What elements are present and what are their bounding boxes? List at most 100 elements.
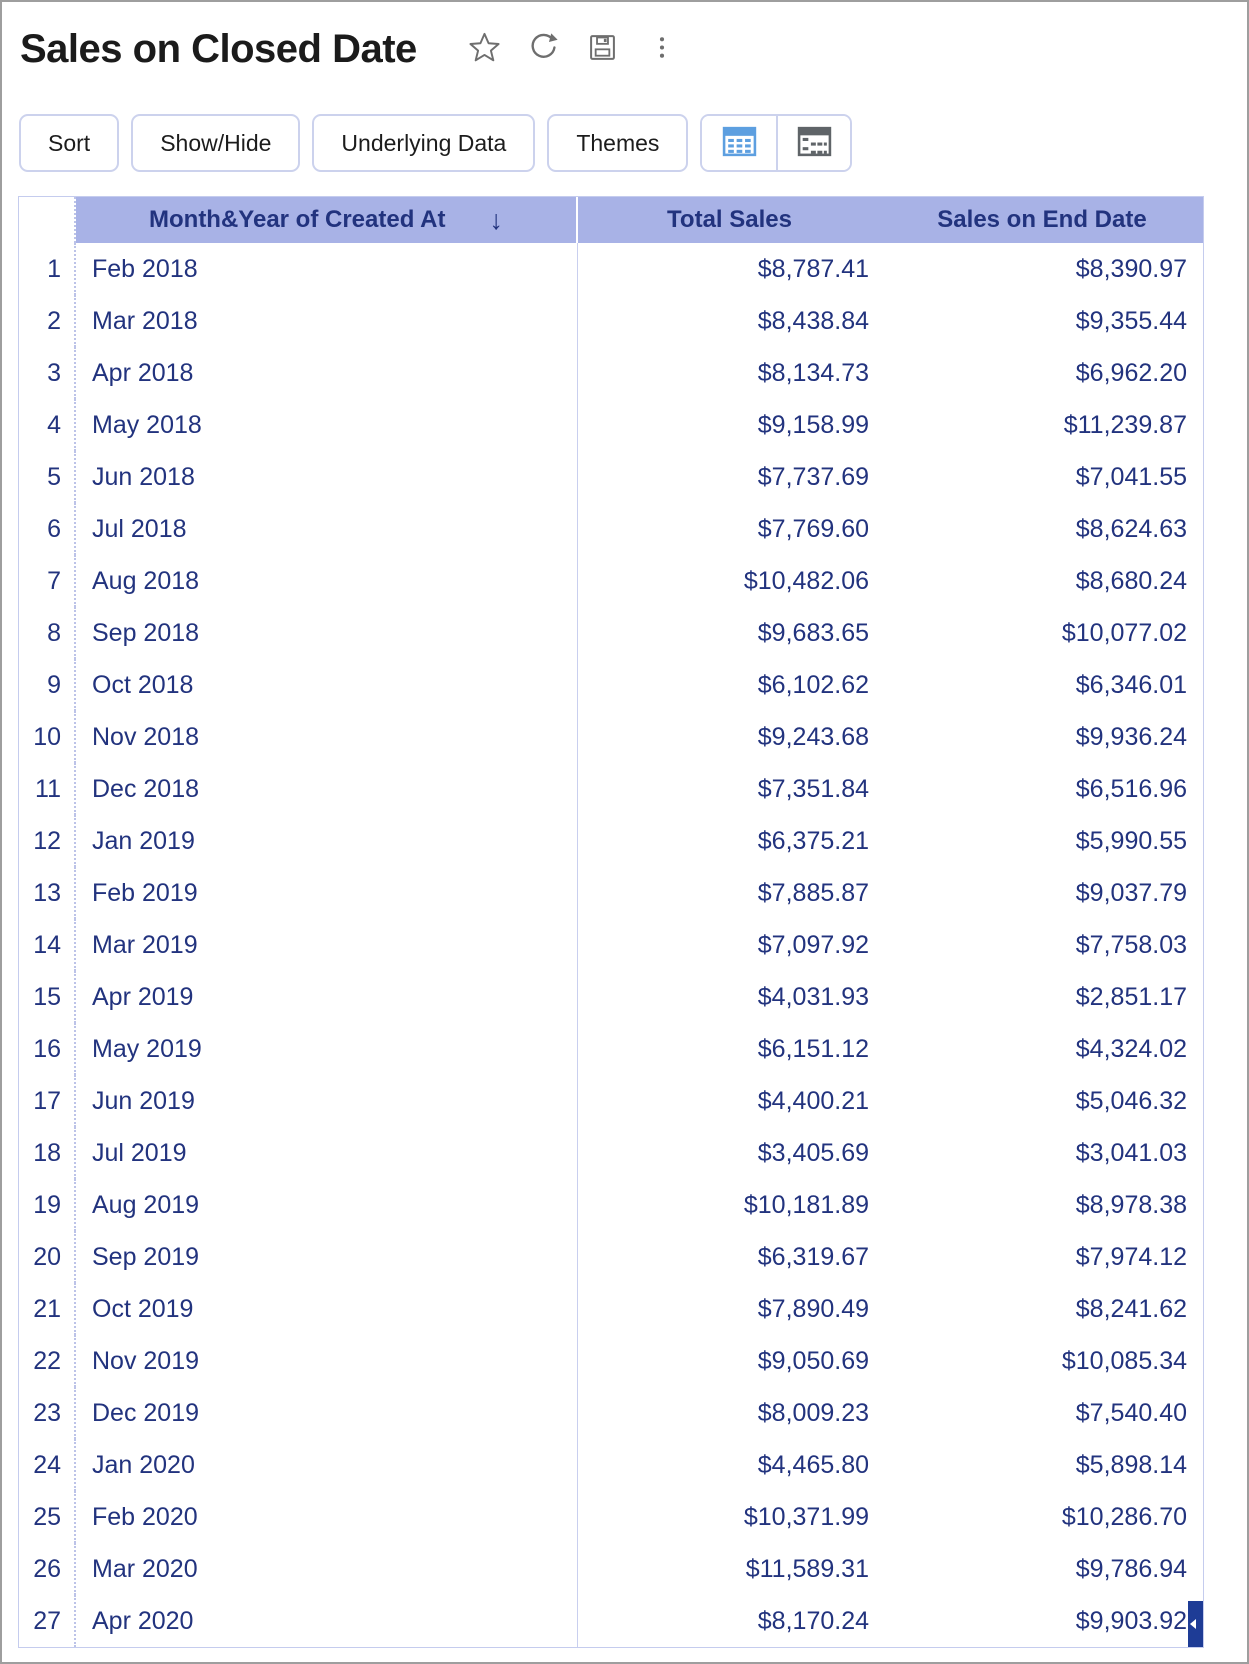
sales-on-end-date-cell[interactable]: $9,936.24 [1075, 722, 1187, 751]
month-cell[interactable]: Jul 2018 [76, 503, 578, 555]
sales-on-end-date-cell[interactable]: $6,962.20 [1075, 358, 1187, 387]
total-sales-cell[interactable]: $8,787.41 [757, 254, 869, 283]
sales-on-end-date-cell[interactable]: $8,680.24 [1075, 566, 1187, 595]
scrollbar-handle[interactable] [1188, 1601, 1203, 1647]
month-cell[interactable]: Apr 2019 [76, 971, 578, 1023]
column-header-month-year[interactable]: Month&Year of Created At ↓ [76, 197, 578, 243]
sales-on-end-date-cell[interactable]: $10,286.70 [1061, 1502, 1187, 1531]
sales-on-end-date-cell[interactable]: $8,978.38 [1075, 1190, 1187, 1219]
sales-on-end-date-cell[interactable]: $6,346.01 [1075, 670, 1187, 699]
total-sales-cell[interactable]: $7,885.87 [757, 878, 869, 907]
total-sales-cell[interactable]: $6,151.12 [757, 1034, 869, 1063]
underlying-data-button[interactable]: Underlying Data [312, 114, 536, 172]
total-sales-cell[interactable]: $7,351.84 [757, 774, 869, 803]
row-number: 11 [19, 763, 76, 815]
data-table: Month&Year of Created At ↓ Total Sales S… [18, 196, 1204, 1648]
total-sales-cell[interactable]: $7,097.92 [757, 930, 869, 959]
total-sales-cell[interactable]: $8,134.73 [757, 358, 869, 387]
sales-on-end-date-cell[interactable]: $7,758.03 [1075, 930, 1187, 959]
month-cell[interactable]: Oct 2018 [76, 659, 578, 711]
sales-on-end-date-cell[interactable]: $10,077.02 [1061, 618, 1187, 647]
total-sales-cell[interactable]: $8,009.23 [757, 1398, 869, 1427]
total-sales-cell[interactable]: $8,438.84 [757, 306, 869, 335]
sales-on-end-date-cell[interactable]: $3,041.03 [1075, 1138, 1187, 1167]
month-cell[interactable]: Nov 2019 [76, 1335, 578, 1387]
sales-on-end-date-cell[interactable]: $6,516.96 [1075, 774, 1187, 803]
total-sales-cell[interactable]: $10,482.06 [743, 566, 869, 595]
more-options-button[interactable] [644, 31, 680, 67]
sales-on-end-date-cell[interactable]: $8,241.62 [1075, 1294, 1187, 1323]
sales-on-end-date-cell[interactable]: $9,786.94 [1075, 1554, 1187, 1583]
sales-on-end-date-cell[interactable]: $4,324.02 [1075, 1034, 1187, 1063]
sales-on-end-date-cell[interactable]: $8,624.63 [1075, 514, 1187, 543]
total-sales-cell[interactable]: $4,400.21 [757, 1086, 869, 1115]
total-sales-cell[interactable]: $9,158.99 [757, 410, 869, 439]
month-cell[interactable]: Aug 2019 [76, 1179, 578, 1231]
month-cell[interactable]: Jun 2018 [76, 451, 578, 503]
month-cell[interactable]: Aug 2018 [76, 555, 578, 607]
sales-on-end-date-cell[interactable]: $7,974.12 [1075, 1242, 1187, 1271]
month-cell[interactable]: Jan 2020 [76, 1439, 578, 1491]
sales-on-end-date-cell[interactable]: $5,990.55 [1075, 826, 1187, 855]
month-cell[interactable]: Oct 2019 [76, 1283, 578, 1335]
total-sales-cell[interactable]: $11,589.31 [745, 1554, 869, 1583]
month-cell[interactable]: Sep 2019 [76, 1231, 578, 1283]
total-sales-cell[interactable]: $7,769.60 [757, 514, 869, 543]
show-hide-button[interactable]: Show/Hide [131, 114, 301, 172]
save-button[interactable] [585, 31, 621, 67]
total-sales-cell[interactable]: $4,031.93 [757, 982, 869, 1011]
total-sales-cell[interactable]: $3,405.69 [757, 1138, 869, 1167]
sales-on-end-date-cell[interactable]: $9,037.79 [1075, 878, 1187, 907]
month-cell[interactable]: Apr 2020 [76, 1595, 578, 1647]
month-cell[interactable]: Nov 2018 [76, 711, 578, 763]
sales-on-end-date-cell[interactable]: $10,085.34 [1061, 1346, 1187, 1375]
month-cell[interactable]: Feb 2018 [76, 243, 578, 295]
month-cell[interactable]: Dec 2018 [76, 763, 578, 815]
sales-on-end-date-cell[interactable]: $5,046.32 [1075, 1086, 1187, 1115]
table-view-toggle[interactable] [702, 116, 777, 170]
themes-button[interactable]: Themes [547, 114, 689, 172]
total-sales-cell[interactable]: $4,465.80 [757, 1450, 869, 1479]
month-cell[interactable]: Jan 2019 [76, 815, 578, 867]
sales-on-end-date-cell[interactable]: $2,851.17 [1075, 982, 1187, 1011]
sort-desc-icon[interactable]: ↓ [489, 204, 503, 235]
month-cell[interactable]: Jun 2019 [76, 1075, 578, 1127]
month-cell[interactable]: Sep 2018 [76, 607, 578, 659]
total-sales-cell[interactable]: $9,050.69 [757, 1346, 869, 1375]
column-header-total-sales[interactable]: Total Sales [578, 197, 881, 243]
month-cell[interactable]: Jul 2019 [76, 1127, 578, 1179]
favorite-button[interactable] [467, 31, 503, 67]
sales-on-end-date-cell[interactable]: $7,041.55 [1075, 462, 1187, 491]
sales-on-end-date-cell[interactable]: $9,903.92 [1075, 1606, 1187, 1635]
total-sales-cell[interactable]: $6,319.67 [757, 1242, 869, 1271]
pivot-view-toggle[interactable] [776, 116, 851, 170]
sales-on-end-date-cell[interactable]: $5,898.14 [1075, 1450, 1187, 1479]
total-sales-cell[interactable]: $7,890.49 [757, 1294, 869, 1323]
month-cell[interactable]: Dec 2019 [76, 1387, 578, 1439]
total-sales-cell[interactable]: $6,375.21 [757, 826, 869, 855]
total-sales-cell[interactable]: $10,181.89 [743, 1190, 869, 1219]
month-cell[interactable]: Feb 2020 [76, 1491, 578, 1543]
sales-on-end-date-cell[interactable]: $11,239.87 [1063, 410, 1187, 439]
sales-on-end-date-cell[interactable]: $7,540.40 [1075, 1398, 1187, 1427]
total-sales-cell[interactable]: $6,102.62 [757, 670, 869, 699]
sort-button[interactable]: Sort [19, 114, 120, 172]
refresh-button[interactable] [526, 31, 562, 67]
column-header-sales-on-end-date[interactable]: Sales on End Date [881, 197, 1203, 243]
month-cell[interactable]: Mar 2018 [76, 295, 578, 347]
total-sales-cell[interactable]: $10,371.99 [743, 1502, 869, 1531]
total-sales-cell[interactable]: $9,683.65 [757, 618, 869, 647]
month-cell[interactable]: May 2019 [76, 1023, 578, 1075]
total-sales-cell[interactable]: $8,170.24 [757, 1606, 869, 1635]
month-cell[interactable]: Feb 2019 [76, 867, 578, 919]
total-sales-cell[interactable]: $7,737.69 [757, 462, 869, 491]
month-cell[interactable]: Apr 2018 [76, 347, 578, 399]
sales-on-end-date-cell[interactable]: $9,355.44 [1075, 306, 1187, 335]
month-cell[interactable]: Mar 2020 [76, 1543, 578, 1595]
sales-on-end-date-cell[interactable]: $8,390.97 [1075, 254, 1187, 283]
row-number: 20 [19, 1231, 76, 1283]
month-cell[interactable]: May 2018 [76, 399, 578, 451]
month-cell[interactable]: Mar 2019 [76, 919, 578, 971]
row-number: 22 [19, 1335, 76, 1387]
total-sales-cell[interactable]: $9,243.68 [757, 722, 869, 751]
